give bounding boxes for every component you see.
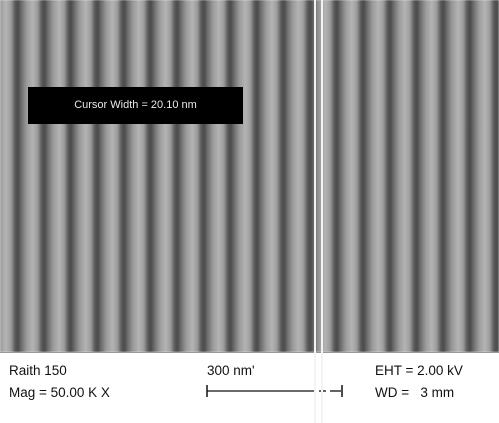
scale-label: 300 nm'	[207, 363, 255, 378]
eht: EHT = 2.00 kV	[375, 363, 463, 378]
cursor-label: Cursor Width = 20.10 nm	[28, 87, 243, 124]
cursor-line	[321, 0, 323, 423]
magnification: Mag = 50.00 K X	[9, 385, 110, 400]
sem-screenshot: Cursor Width = 20.10 nm Raith 150 Mag = …	[0, 0, 499, 423]
working-distance: WD = 3 mm	[375, 385, 454, 400]
micrograph	[0, 0, 499, 352]
instrument: Raith 150	[9, 363, 67, 378]
cursor-line	[314, 0, 316, 423]
